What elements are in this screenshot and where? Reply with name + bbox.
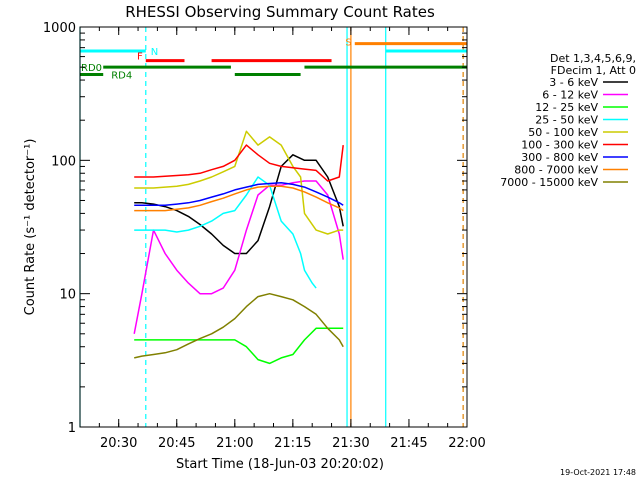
y-tick-label: 100 — [51, 154, 76, 169]
legend-label: 6 - 12 keV — [542, 89, 598, 102]
flag-label-s: S — [345, 38, 351, 49]
flag-label-rd0: RD0 — [81, 63, 102, 74]
x-tick-label: 21:45 — [390, 436, 427, 451]
legend-label: 12 - 25 keV — [535, 101, 598, 114]
x-tick-label: 22:00 — [448, 436, 485, 451]
series-line — [133, 180, 344, 334]
flag-label-rd4: RD4 — [111, 71, 132, 82]
series-line — [134, 154, 344, 255]
y-tick-label: 1 — [68, 421, 76, 436]
legend: Det 1,3,4,5,6,9,FDecim 1, Att 03 - 6 keV… — [500, 52, 636, 189]
flag-annotations: NF S RD0 RD4 — [79, 27, 467, 427]
x-tick-label: 21:30 — [332, 436, 369, 451]
x-tick-label: 21:00 — [216, 436, 253, 451]
legend-label: 50 - 100 keV — [528, 126, 598, 139]
y-tick-label: 1000 — [43, 21, 76, 36]
x-tick-label: 21:15 — [274, 436, 311, 451]
series-line — [134, 144, 344, 182]
series-line — [134, 292, 344, 359]
series-line — [134, 327, 344, 365]
y-axis-label: Count Rate (s⁻¹ detector⁻¹) — [23, 139, 38, 316]
legend-header: Det 1,3,4,5,6,9, — [550, 52, 636, 65]
series-lines — [133, 130, 344, 365]
legend-label: 100 - 300 keV — [521, 139, 598, 152]
legend-label: 25 - 50 keV — [535, 114, 598, 127]
legend-label: 3 - 6 keV — [549, 76, 598, 89]
series-line — [134, 176, 317, 289]
series-line — [134, 130, 344, 235]
chart-title: RHESSI Observing Summary Count Rates — [125, 3, 435, 21]
footer-date: 19-Oct-2021 17:48 — [560, 468, 636, 477]
x-tick-label: 20:45 — [158, 436, 195, 451]
series-line — [134, 185, 344, 212]
series-line — [134, 181, 344, 207]
flag-label-f: F — [137, 52, 143, 63]
y-tick-label: 10 — [59, 288, 76, 303]
flag-label-n: N — [151, 47, 158, 58]
legend-label: 800 - 7000 keV — [514, 164, 598, 177]
x-tick-label: 20:30 — [100, 436, 137, 451]
axes: 20:30 20:45 21:00 21:15 21:30 21:45 22:00 1 10 10… — [43, 21, 486, 451]
legend-header: FDecim 1, Att 0 — [551, 64, 636, 77]
x-axis-label: Start Time (18-Jun-03 20:20:02) — [176, 457, 384, 472]
legend-label: 7000 - 15000 keV — [500, 176, 598, 189]
legend-label: 300 - 800 keV — [521, 151, 598, 164]
